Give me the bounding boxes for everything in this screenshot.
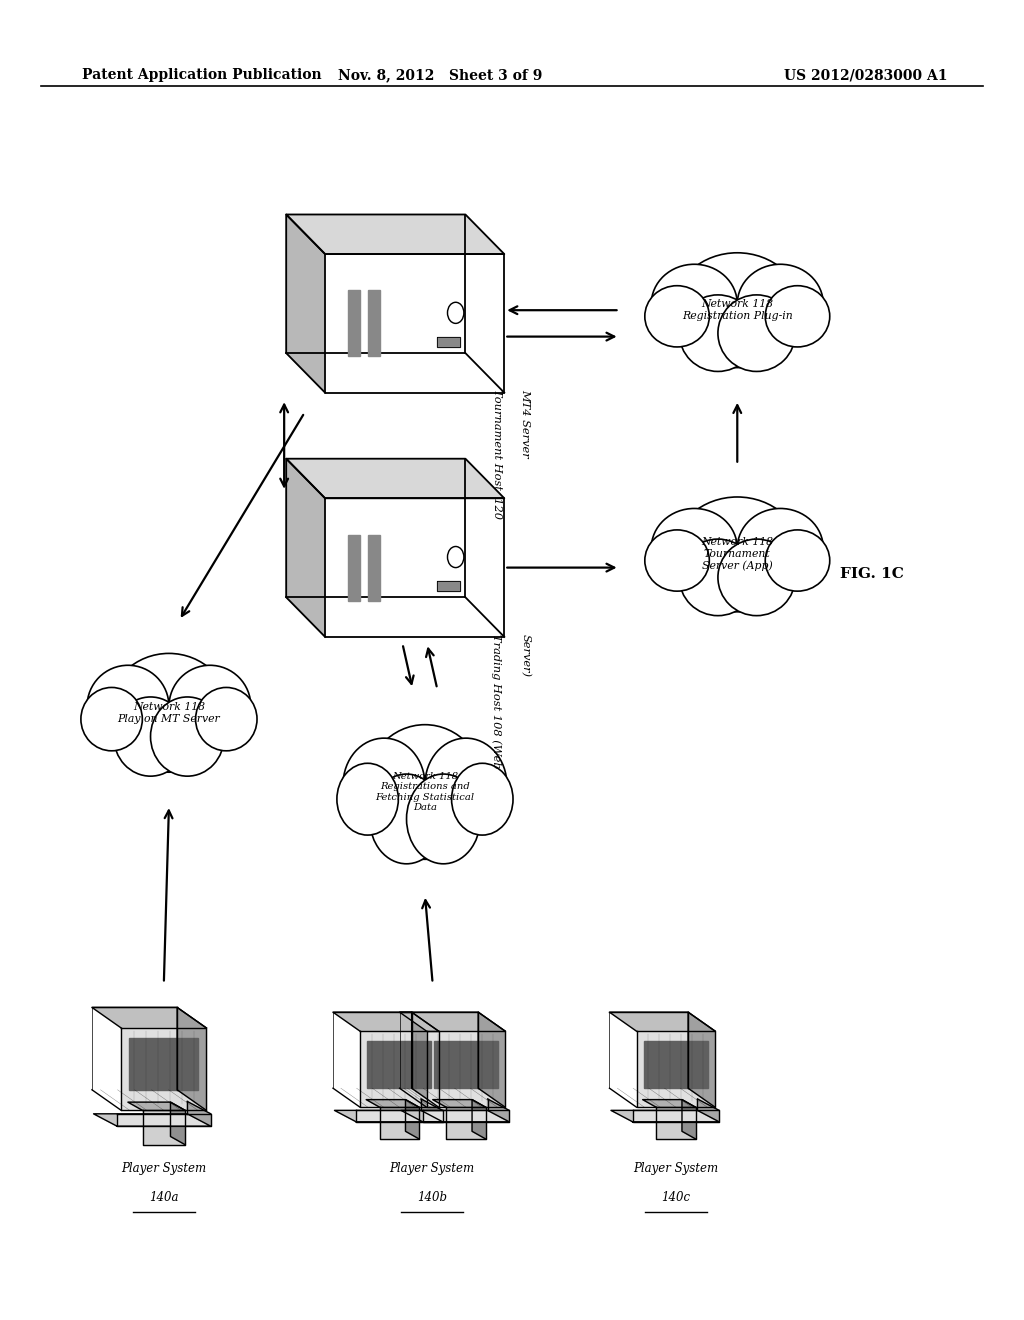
Polygon shape: [187, 1101, 211, 1126]
Ellipse shape: [737, 264, 823, 345]
Polygon shape: [326, 253, 505, 393]
Ellipse shape: [452, 763, 513, 836]
Polygon shape: [128, 1102, 185, 1110]
Polygon shape: [412, 1012, 438, 1107]
Polygon shape: [406, 1100, 419, 1139]
Polygon shape: [360, 1031, 438, 1107]
Polygon shape: [609, 1012, 715, 1031]
Text: MT4 Server: MT4 Server: [520, 389, 530, 458]
Polygon shape: [177, 1007, 207, 1110]
Polygon shape: [326, 498, 505, 636]
Polygon shape: [129, 1039, 199, 1090]
Ellipse shape: [673, 498, 802, 611]
Ellipse shape: [765, 529, 829, 591]
Polygon shape: [423, 1110, 509, 1122]
Text: 140a: 140a: [150, 1191, 178, 1204]
Text: Player System: Player System: [633, 1162, 719, 1175]
Polygon shape: [472, 1100, 485, 1139]
Polygon shape: [92, 1007, 207, 1028]
Polygon shape: [433, 1100, 485, 1107]
Polygon shape: [644, 1040, 708, 1088]
Text: Network 118
Play on MT Server: Network 118 Play on MT Server: [118, 702, 220, 723]
Polygon shape: [369, 290, 381, 356]
Text: US 2012/0283000 A1: US 2012/0283000 A1: [783, 69, 947, 82]
Ellipse shape: [87, 665, 169, 747]
Polygon shape: [487, 1100, 509, 1122]
Polygon shape: [142, 1110, 185, 1144]
Polygon shape: [368, 1040, 431, 1088]
Polygon shape: [421, 1100, 442, 1122]
Polygon shape: [643, 1100, 695, 1107]
Text: Network 118
Registrations and
Fetching Statistical
Data: Network 118 Registrations and Fetching S…: [376, 772, 474, 812]
Text: 140c: 140c: [662, 1191, 690, 1204]
Polygon shape: [380, 1107, 419, 1139]
Ellipse shape: [108, 653, 230, 772]
Text: Server): Server): [520, 634, 530, 677]
Ellipse shape: [151, 697, 224, 776]
Ellipse shape: [645, 529, 710, 591]
Text: Trading Host 108 (Web: Trading Host 108 (Web: [492, 634, 502, 768]
Polygon shape: [287, 459, 326, 636]
Polygon shape: [93, 1114, 211, 1126]
Polygon shape: [434, 1040, 498, 1088]
Polygon shape: [117, 1114, 211, 1126]
Text: Patent Application Publication: Patent Application Publication: [82, 69, 322, 82]
Ellipse shape: [114, 697, 187, 776]
Ellipse shape: [407, 774, 480, 863]
Ellipse shape: [425, 738, 507, 832]
Polygon shape: [287, 214, 505, 253]
Polygon shape: [401, 1110, 509, 1122]
Polygon shape: [437, 581, 460, 591]
Polygon shape: [121, 1028, 207, 1110]
Ellipse shape: [196, 688, 257, 751]
Ellipse shape: [343, 738, 425, 832]
Text: 140b: 140b: [417, 1191, 447, 1204]
Polygon shape: [697, 1100, 719, 1122]
Polygon shape: [437, 337, 460, 347]
Ellipse shape: [370, 774, 443, 863]
Ellipse shape: [679, 539, 757, 615]
Ellipse shape: [169, 665, 251, 747]
Polygon shape: [656, 1107, 695, 1139]
Ellipse shape: [673, 253, 802, 367]
Polygon shape: [287, 459, 505, 498]
Polygon shape: [367, 1100, 419, 1107]
Polygon shape: [333, 1012, 438, 1031]
Polygon shape: [633, 1110, 719, 1122]
Polygon shape: [369, 535, 381, 601]
Ellipse shape: [718, 294, 796, 371]
Ellipse shape: [651, 264, 737, 345]
Ellipse shape: [81, 688, 142, 751]
Polygon shape: [611, 1110, 719, 1122]
Ellipse shape: [718, 539, 796, 615]
Text: Tournament Host  120: Tournament Host 120: [492, 389, 502, 519]
Text: Network 118
Tournament
Server (App): Network 118 Tournament Server (App): [701, 537, 773, 572]
Polygon shape: [637, 1031, 715, 1107]
Ellipse shape: [645, 285, 710, 347]
Polygon shape: [348, 535, 360, 601]
Polygon shape: [427, 1031, 505, 1107]
Polygon shape: [399, 1012, 505, 1031]
Text: FIG. 1C: FIG. 1C: [840, 568, 903, 581]
Ellipse shape: [765, 285, 829, 347]
Polygon shape: [688, 1012, 715, 1107]
Ellipse shape: [679, 294, 757, 371]
Polygon shape: [170, 1102, 185, 1144]
Polygon shape: [682, 1100, 695, 1139]
Ellipse shape: [737, 508, 823, 589]
Ellipse shape: [651, 508, 737, 589]
Polygon shape: [348, 290, 360, 356]
Polygon shape: [478, 1012, 505, 1107]
Ellipse shape: [364, 725, 486, 859]
Text: Player System: Player System: [121, 1162, 207, 1175]
Ellipse shape: [337, 763, 398, 836]
Text: Network 118
Registration Plug-in: Network 118 Registration Plug-in: [682, 300, 793, 321]
Polygon shape: [356, 1110, 442, 1122]
Text: Player System: Player System: [389, 1162, 475, 1175]
Polygon shape: [287, 214, 326, 393]
Polygon shape: [446, 1107, 485, 1139]
Text: Nov. 8, 2012   Sheet 3 of 9: Nov. 8, 2012 Sheet 3 of 9: [338, 69, 543, 82]
Polygon shape: [335, 1110, 442, 1122]
